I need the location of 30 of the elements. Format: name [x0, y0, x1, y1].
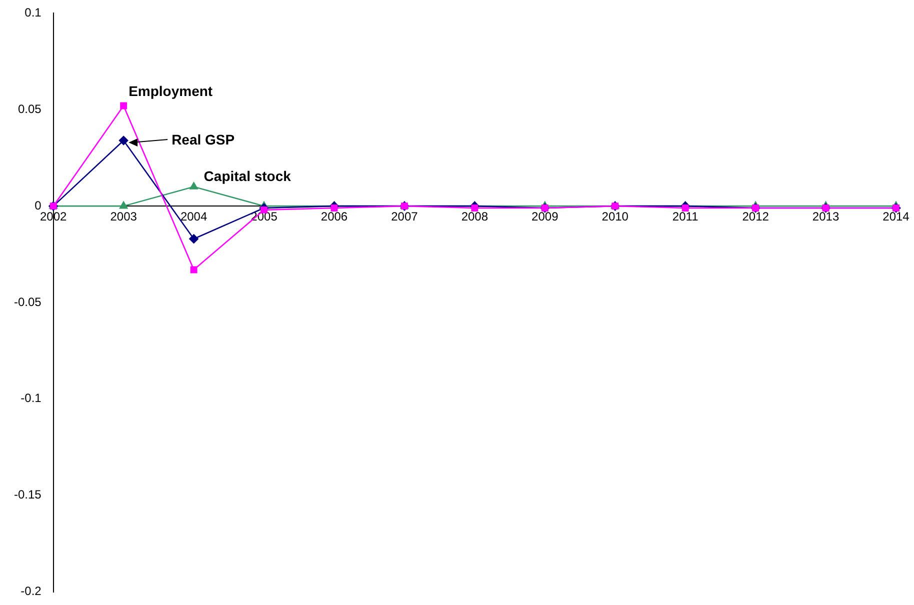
y-tick-label: -0.2	[20, 584, 42, 598]
x-tick-label: 2007	[391, 210, 418, 224]
y-tick-label: 0.1	[24, 6, 42, 20]
point	[682, 204, 689, 212]
x-tick-label: 2008	[461, 210, 488, 224]
point	[189, 234, 198, 244]
y-tick-label: -0.05	[14, 294, 42, 309]
x-tick-label: 2009	[532, 210, 559, 224]
x-tick-label: 2006	[320, 210, 348, 224]
y-tick-label: 0.05	[18, 102, 42, 116]
x-tick-label: 2011	[672, 210, 699, 224]
series-label: Employment	[128, 82, 213, 99]
point	[118, 136, 128, 146]
y-tick-label: -0.15	[14, 488, 42, 502]
x-tick-label: 2014	[882, 210, 910, 224]
text: Real GSP	[172, 131, 235, 148]
x-tick-label: 2003	[110, 210, 138, 224]
x-tick-label: 2004	[180, 210, 208, 224]
x-tick-label: 2012	[742, 210, 770, 224]
point	[471, 204, 478, 212]
point	[330, 204, 338, 212]
point	[190, 266, 198, 274]
y-tick-label: -0.1	[20, 391, 42, 406]
y-tick-label: 0	[34, 198, 42, 212]
point	[190, 182, 198, 190]
series-label: Capital stock	[204, 168, 292, 184]
point	[120, 102, 128, 110]
point	[119, 201, 128, 209]
x-tick-label: 2013	[812, 210, 840, 224]
x-tick-label: 2010	[602, 210, 629, 224]
